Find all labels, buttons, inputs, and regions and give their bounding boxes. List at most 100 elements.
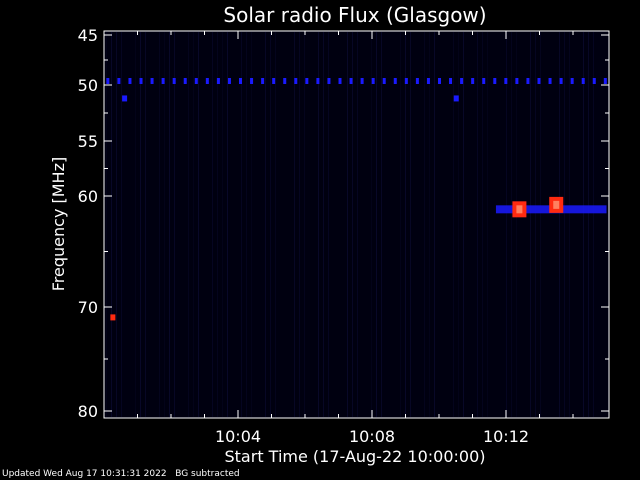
interference-dot <box>592 78 596 84</box>
noise-streak <box>530 32 531 417</box>
x-tick-label: 10:12 <box>483 427 529 446</box>
noise-streak <box>246 32 247 417</box>
noise-streak <box>318 32 319 417</box>
interference-dot <box>183 78 187 84</box>
interference-dot <box>338 78 342 84</box>
interference-dot <box>327 78 331 84</box>
noise-streak <box>323 32 324 417</box>
interference-dot <box>117 78 121 84</box>
interference-dot <box>128 78 132 84</box>
spot <box>122 95 128 102</box>
noise-streak <box>164 32 165 417</box>
interference-dot <box>471 78 475 84</box>
noise-streak <box>487 32 488 417</box>
y-axis-label: Frequency [MHz] <box>49 157 68 291</box>
y-tick-label: 45 <box>78 26 98 45</box>
interference-dot <box>205 78 209 84</box>
y-tick-label: 80 <box>78 402 98 421</box>
interference-dot <box>415 78 419 84</box>
interference-dot <box>261 78 265 84</box>
noise-streak <box>405 32 406 417</box>
interference-dot <box>603 78 607 84</box>
footer-status: Updated Wed Aug 17 10:31:31 2022 BG subt… <box>2 469 240 479</box>
noise-streak <box>357 32 358 417</box>
noise-streak <box>516 32 517 417</box>
noise-streak <box>116 32 117 417</box>
interference-dot <box>382 78 386 84</box>
noise-streak <box>564 32 565 417</box>
chart-title: Solar radio Flux (Glasgow) <box>223 3 486 27</box>
interference-dot <box>581 78 585 84</box>
noise-streak <box>429 32 430 417</box>
noise-streak <box>588 32 589 417</box>
interference-dot <box>316 78 320 84</box>
noise-streak <box>145 32 146 417</box>
noise-streak <box>376 32 377 417</box>
noise-streak <box>453 32 454 417</box>
interference-dot <box>194 78 198 84</box>
interference-dot <box>537 78 541 84</box>
noise-streak <box>400 32 401 417</box>
plot-frame <box>103 30 610 419</box>
noise-streak <box>458 32 459 417</box>
interference-dot <box>272 78 276 84</box>
noise-streak <box>106 32 107 417</box>
interference-dot <box>250 78 254 84</box>
noise-streak <box>371 32 372 417</box>
interference-dot <box>393 78 397 84</box>
noise-streak <box>222 32 223 417</box>
interference-dot <box>305 78 309 84</box>
interference-dot <box>404 78 408 84</box>
interference-dot <box>504 78 508 84</box>
x-axis-ticks: 10:04 10:08 10:12 <box>137 31 574 446</box>
bg-subtracted-note: BG subtracted <box>175 469 240 479</box>
noise-streak <box>169 32 170 417</box>
noise-streak <box>299 32 300 417</box>
noise-streak <box>241 32 242 417</box>
noise-streak <box>463 32 464 417</box>
y-tick-label: 55 <box>78 132 98 151</box>
interference-dot <box>349 78 353 84</box>
noise-streak <box>559 32 560 417</box>
x-tick-label: 10:08 <box>349 427 395 446</box>
noise-streak <box>424 32 425 417</box>
interference-dot <box>283 78 287 84</box>
interference-dot <box>360 78 364 84</box>
y-tick-label: 50 <box>78 76 98 95</box>
interference-dot <box>559 78 563 84</box>
noise-streak <box>569 32 570 417</box>
noise-streak <box>328 32 329 417</box>
noise-streak <box>352 32 353 417</box>
noise-streak <box>535 32 536 417</box>
noise-streak <box>381 32 382 417</box>
noise-streak <box>583 32 584 417</box>
noise-streak <box>482 32 483 417</box>
y-axis-ticks: 45 50 55 60 70 80 <box>78 26 609 421</box>
interference-dot <box>139 78 143 84</box>
noise-streak <box>135 32 136 417</box>
noise-streak <box>217 32 218 417</box>
noise-streak <box>347 32 348 417</box>
noise-streak <box>188 32 189 417</box>
interference-dot <box>294 78 298 84</box>
noise-streak <box>174 32 175 417</box>
interference-dot <box>548 78 552 84</box>
noise-streak <box>511 32 512 417</box>
noise-streak <box>159 32 160 417</box>
interference-dot <box>227 78 231 84</box>
interference-dot <box>216 78 220 84</box>
noise-streak <box>270 32 271 417</box>
interference-dot <box>515 78 519 84</box>
interference-dot <box>371 78 375 84</box>
noise-streak <box>265 32 266 417</box>
y-tick-label: 70 <box>78 298 98 317</box>
noise-streak <box>477 32 478 417</box>
noise-streak <box>304 32 305 417</box>
interference-dot <box>526 78 530 84</box>
noise-streak <box>434 32 435 417</box>
interference-dot <box>161 78 165 84</box>
interference-dot <box>570 78 574 84</box>
burst-peak <box>553 200 560 209</box>
noise-streak <box>251 32 252 417</box>
interference-dot <box>482 78 486 84</box>
